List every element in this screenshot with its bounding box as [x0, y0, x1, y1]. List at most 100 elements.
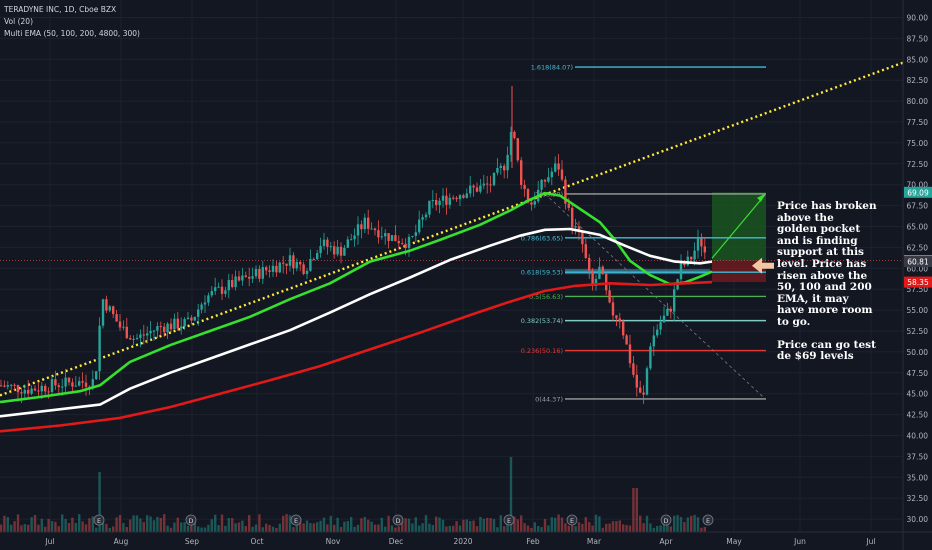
x-tick-label: Nov [326, 537, 341, 546]
y-tick-label: 77.50 [907, 118, 929, 127]
candle-body [50, 379, 54, 392]
candle-body [370, 228, 373, 230]
x-tick-label: Sep [185, 537, 199, 546]
volume-indicator-label[interactable]: Vol (20) [4, 17, 34, 26]
candle-body [649, 346, 652, 369]
volume-bar [564, 523, 567, 532]
candle-body [210, 291, 213, 296]
candles [0, 86, 706, 404]
volume-bar [656, 525, 659, 532]
ema-line-ema-200 [0, 280, 713, 433]
y-tick-label: 47.50 [907, 369, 929, 378]
time-axis[interactable]: Jul Aug Sep Oct Nov Dec 2020 Feb Mar Apr May Jun Jul [0, 531, 932, 546]
volume-bar [200, 527, 203, 532]
y-tick-label: 50.00 [907, 348, 929, 357]
volume-bar [33, 515, 37, 532]
candle-body [207, 295, 210, 303]
volume-bar [669, 526, 672, 532]
volume-bar [394, 527, 397, 532]
target-zone [0, 192, 903, 283]
candle-body [254, 268, 258, 277]
volume-bar [112, 526, 115, 532]
candle-body [608, 290, 611, 303]
candle-body [414, 232, 417, 236]
symbol-title[interactable]: TERADYNE INC, 1D, Cboe BZX [4, 5, 117, 14]
volume-bar [37, 524, 40, 532]
volume-bar [275, 527, 278, 532]
earnings-event-letter: D [395, 517, 400, 525]
candle-body [598, 266, 601, 279]
earnings-event-icon [93, 514, 105, 526]
volume-bar [20, 525, 23, 532]
trendline [0, 61, 904, 400]
volume-bar [452, 525, 455, 532]
volume-bar [350, 516, 353, 532]
volume-bar [180, 522, 183, 532]
volume-bar [462, 519, 465, 532]
volume-bar [373, 524, 377, 532]
candle-body [268, 270, 271, 272]
earnings-event-icon [660, 514, 672, 526]
volume-bar [441, 519, 445, 532]
candle-body [605, 273, 608, 291]
candle-body [455, 197, 458, 200]
volume-bar [234, 523, 237, 532]
volume-bar [455, 521, 458, 532]
volume-bar [482, 518, 485, 532]
candle-body [611, 302, 615, 316]
y-tick-label: 90.00 [907, 14, 929, 23]
volume-bar [16, 514, 20, 532]
candle-body [47, 391, 50, 393]
candle-body [299, 261, 302, 265]
candle-body [180, 326, 183, 329]
x-tick-label: Mar [587, 537, 602, 546]
volume-bar [166, 525, 169, 532]
candle-body [353, 235, 356, 240]
candle-body [142, 334, 145, 336]
candle-body [64, 377, 67, 387]
candle-body [394, 235, 397, 242]
candle-body [61, 386, 64, 388]
volume-bar [492, 519, 496, 532]
candle-body [564, 179, 567, 204]
candle-body [278, 262, 281, 273]
volume-bar [98, 472, 101, 532]
volume-bar [197, 526, 200, 532]
candle-body [227, 280, 230, 291]
candle-body [326, 239, 329, 247]
volume-bar [615, 521, 618, 532]
price-label-box [904, 256, 932, 268]
candle-body [686, 256, 689, 266]
candle-body [40, 385, 43, 392]
volume-bar [445, 526, 448, 532]
ema-indicator-label[interactable]: Multi EMA (50, 100, 200, 4800, 300) [4, 29, 140, 38]
candle-body [666, 308, 669, 316]
candle-body [445, 195, 448, 205]
price-label: 60.81 [904, 256, 932, 268]
volume-bar [163, 514, 166, 532]
volume-bar [227, 518, 230, 532]
volume-bar [129, 519, 132, 532]
y-tick-label: 65.00 [907, 223, 929, 232]
candle-body [652, 335, 655, 347]
volume-bar [176, 517, 179, 532]
candle-body [584, 244, 587, 258]
volume-bar [78, 514, 81, 532]
candle-body [377, 230, 380, 238]
volume-bar [370, 521, 373, 532]
volume-bar [401, 521, 404, 532]
candle-body [567, 203, 570, 208]
volume-bar [13, 521, 16, 532]
volume-bar [465, 519, 468, 532]
candle-body [288, 255, 292, 266]
candle-body [475, 187, 479, 192]
y-tick-label: 37.50 [907, 452, 929, 461]
price-axis[interactable]: 90.00 87.50 85.00 82.50 80.00 77.50 75.00 72.50… [902, 0, 929, 550]
y-tick-label: 70.00 [907, 181, 929, 190]
candle-body [265, 267, 268, 271]
volume-bar [329, 515, 332, 532]
volume-bar [554, 517, 557, 532]
price-label-box [904, 186, 932, 198]
volume-bar [118, 514, 122, 532]
